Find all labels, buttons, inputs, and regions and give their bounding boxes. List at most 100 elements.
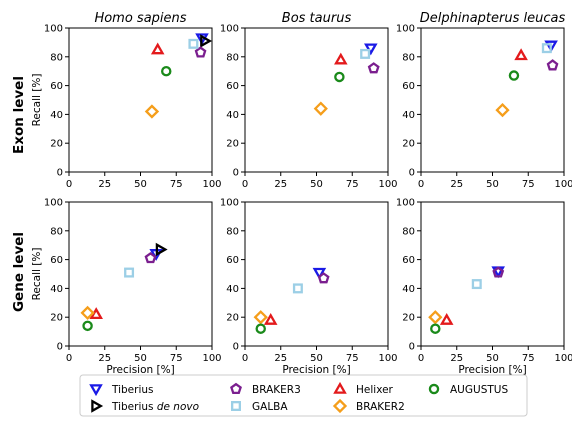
x-tick-label: 50 [310, 179, 323, 190]
y-axis-label: Recall [%] [31, 74, 43, 127]
y-tick-label: 0 [233, 168, 239, 179]
point-helixer [514, 48, 528, 61]
legend-label: Tiberius [111, 384, 154, 396]
y-tick-label: 20 [402, 139, 415, 150]
pentagon-icon [230, 382, 242, 395]
x-tick-label: 50 [486, 179, 499, 190]
y-tick-label: 80 [226, 226, 239, 237]
y-tick-label: 20 [226, 139, 239, 150]
x-tick-label: 25 [450, 353, 463, 364]
point-braker3 [546, 59, 559, 71]
legend: Tiberius Tiberius de novo BRAKER3 GALBA Heli… [79, 374, 528, 417]
row-label-exon: Exon level [11, 76, 27, 154]
x-tick-label: 50 [134, 353, 147, 364]
point-tiberius [312, 267, 327, 280]
x-tick-label: 50 [486, 353, 499, 364]
panel-exon-1: Homo sapiens 0 25 50 75 100 0 20 40 60 80 100 Recall… [31, 11, 222, 190]
y-tick-label: 60 [50, 81, 63, 92]
y-tick-label: 0 [57, 168, 63, 179]
y-tick-label: 100 [396, 198, 415, 209]
y-tick-label: 40 [50, 110, 63, 121]
panel-title: Bos taurus [282, 11, 352, 26]
y-tick-label: 0 [409, 168, 415, 179]
panel-exon-2: Bos taurus 0 25 50 75 100 0 20 40 60 80 100 [220, 11, 398, 190]
x-tick-label: 25 [98, 353, 111, 364]
point-augustus [82, 320, 93, 332]
point-augustus [161, 65, 172, 77]
triangle-right-icon [91, 399, 104, 413]
legend-label: GALBA [252, 401, 288, 413]
point-braker3 [144, 251, 157, 264]
panel-title: Homo sapiens [94, 11, 186, 26]
y-tick-label: 60 [226, 255, 239, 266]
y-tick-label: 0 [409, 342, 415, 353]
point-tiberius [364, 43, 378, 56]
legend-box [79, 374, 528, 417]
y-tick-label: 20 [50, 139, 63, 150]
x-tick-label: 25 [274, 179, 287, 190]
x-axis-label: Precision [%] [458, 364, 526, 376]
x-tick-label: 0 [418, 353, 424, 364]
legend-entry-galba: GALBA [231, 401, 288, 413]
legend-entry-braker2: BRAKER2 [332, 398, 405, 414]
x-tick-label: 75 [346, 353, 359, 364]
x-tick-label: 25 [450, 179, 463, 190]
point-helixer [150, 42, 165, 55]
legend-entry-helixer: Helixer [333, 381, 394, 396]
x-tick-label: 75 [522, 179, 535, 190]
y-tick-label: 40 [226, 110, 239, 121]
legend-entry-tiberius: Tiberius [89, 384, 154, 397]
legend-label: BRAKER3 [252, 384, 301, 396]
point-galba [541, 43, 552, 54]
x-tick-label: 100 [378, 353, 397, 364]
point-braker3 [367, 62, 380, 74]
panel-gene-3: 0 25 50 75 100 0 20 40 60 80 100 Precision [%] [396, 198, 572, 377]
point-galba [360, 48, 371, 59]
y-tick-label: 40 [226, 284, 239, 295]
y-tick-label: 0 [57, 342, 63, 353]
x-tick-label: 75 [170, 179, 183, 190]
y-tick-label: 40 [50, 284, 63, 295]
x-tick-label: 100 [378, 179, 397, 190]
point-galba [188, 38, 199, 49]
y-tick-label: 80 [226, 52, 239, 63]
y-tick-label: 80 [50, 226, 63, 237]
triangle-down-icon [89, 384, 103, 397]
x-tick-label: 100 [202, 353, 221, 364]
y-tick-label: 80 [50, 52, 63, 63]
legend-label: BRAKER2 [356, 401, 405, 413]
point-augustus [508, 70, 520, 81]
panel-title: Delphinapterus leucas [420, 11, 566, 26]
x-axis-label: Precision [%] [106, 364, 174, 376]
y-tick-label: 100 [396, 24, 415, 35]
y-tick-label: 60 [50, 255, 63, 266]
x-tick-label: 75 [522, 353, 535, 364]
x-axis-label: Precision [%] [282, 364, 350, 376]
point-helixer [439, 312, 454, 325]
point-tiberius-de-novo [155, 242, 168, 257]
y-tick-label: 80 [402, 226, 415, 237]
point-helixer [334, 52, 348, 65]
x-tick-label: 0 [242, 179, 248, 190]
point-braker2 [428, 310, 443, 325]
point-galba [124, 267, 135, 278]
panel-exon-3: Delphinapterus leucas 0 25 50 75 100 0 20 40 60 80… [396, 11, 572, 190]
point-helixer [263, 312, 278, 325]
legend-entry-braker3: BRAKER3 [230, 382, 301, 396]
y-tick-label: 60 [226, 81, 239, 92]
y-tick-label: 100 [220, 24, 239, 35]
point-braker2 [80, 305, 95, 321]
x-tick-label: 0 [242, 353, 248, 364]
x-tick-label: 75 [170, 353, 183, 364]
y-axis-label: Recall [%] [31, 248, 43, 301]
x-tick-label: 0 [418, 179, 424, 190]
point-braker3 [194, 46, 207, 58]
y-tick-label: 20 [50, 313, 63, 324]
x-tick-label: 100 [202, 179, 221, 190]
legend-label: Helixer [356, 384, 394, 396]
legend-label: AUGUSTUS [450, 384, 508, 396]
legend-label: Tiberius de novo [111, 401, 199, 413]
point-braker3 [317, 272, 330, 284]
